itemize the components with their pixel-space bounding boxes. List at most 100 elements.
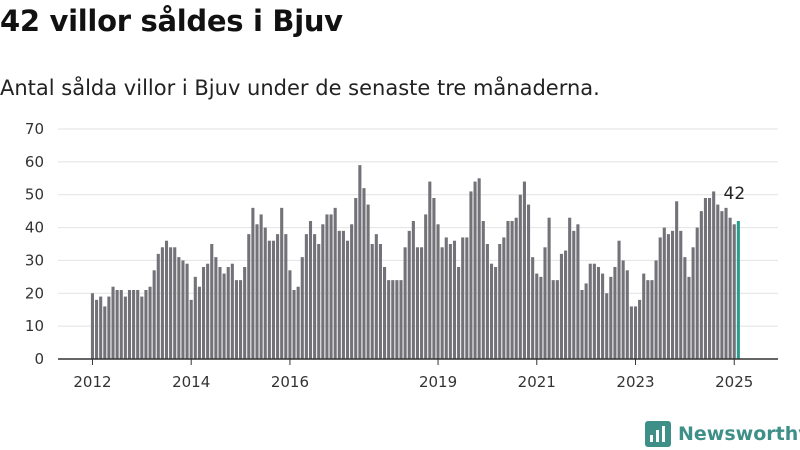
bar (728, 217, 732, 359)
newsworthy-logo: Newsworthy (645, 420, 800, 448)
bar (592, 263, 596, 359)
bar (580, 290, 584, 359)
bar (214, 257, 218, 359)
bar (703, 198, 707, 359)
bar (251, 207, 255, 359)
bar (239, 280, 243, 359)
bar (683, 257, 687, 359)
bar (243, 267, 247, 359)
bar (531, 257, 535, 359)
x-tick-label: 2025 (715, 373, 753, 391)
bar (267, 240, 271, 359)
y-tick-label: 20 (25, 284, 44, 302)
bar (448, 244, 452, 359)
bar (535, 273, 539, 359)
bar (559, 253, 563, 359)
bar (189, 299, 193, 359)
bar (177, 257, 181, 359)
x-tick-label: 2021 (518, 373, 556, 391)
bar (206, 263, 210, 359)
bar (605, 293, 609, 359)
bar (193, 276, 197, 359)
bar (230, 263, 234, 359)
x-tick-label: 2014 (172, 373, 210, 391)
bar (494, 267, 498, 359)
bar (440, 247, 444, 359)
bar (403, 247, 407, 359)
bar (547, 217, 551, 359)
bar (317, 244, 321, 359)
bar (95, 299, 99, 359)
bar (473, 181, 477, 359)
bar (609, 276, 613, 359)
bar (518, 194, 522, 359)
bar (432, 198, 436, 359)
bar (675, 201, 679, 359)
bar (424, 214, 428, 359)
bar (522, 181, 526, 359)
bar (222, 273, 226, 359)
bars (90, 165, 740, 359)
bar (670, 230, 675, 359)
bar (378, 244, 382, 359)
bar (115, 290, 119, 359)
y-tick-label: 50 (25, 186, 44, 204)
bar (210, 244, 214, 359)
bar (539, 276, 543, 359)
bar (699, 211, 703, 359)
bar (485, 244, 489, 359)
bar (383, 267, 387, 359)
bar (201, 267, 206, 359)
bar (263, 227, 267, 359)
bar (420, 247, 424, 359)
bar (514, 217, 518, 359)
x-tick-label: 2023 (616, 373, 654, 391)
bar (633, 306, 638, 359)
bar (395, 280, 399, 359)
bar (498, 244, 502, 359)
y-tick-label: 60 (25, 153, 44, 171)
bar-highlight (736, 221, 740, 359)
bar (629, 306, 633, 359)
bar (666, 234, 670, 359)
bar (457, 267, 461, 359)
bar (218, 267, 222, 359)
bar (658, 237, 662, 359)
bar (510, 221, 514, 359)
bar (362, 188, 366, 359)
bar (304, 234, 308, 359)
bar (411, 221, 415, 359)
bar (687, 276, 691, 359)
bar (679, 230, 683, 359)
bar (300, 257, 304, 359)
bar (502, 237, 506, 359)
bar (144, 290, 148, 359)
bar (716, 204, 720, 359)
bar (280, 207, 284, 359)
bar (140, 296, 144, 359)
bar (226, 267, 230, 359)
bar (555, 280, 559, 359)
bar (341, 230, 345, 359)
bar (584, 283, 588, 359)
bar (646, 280, 650, 359)
bar (543, 247, 547, 359)
bar (185, 263, 189, 359)
bar (625, 270, 629, 359)
bar (436, 224, 440, 359)
bar (572, 230, 576, 359)
bar (695, 227, 699, 359)
bar (724, 207, 728, 359)
bar (313, 234, 317, 359)
bar (489, 263, 494, 359)
bar (596, 267, 601, 359)
bar (387, 280, 391, 359)
bar (329, 214, 333, 359)
bar (255, 224, 259, 359)
bar (732, 224, 736, 359)
bar (333, 207, 337, 359)
bar (99, 296, 103, 359)
bar (691, 247, 695, 359)
bar (415, 247, 420, 359)
